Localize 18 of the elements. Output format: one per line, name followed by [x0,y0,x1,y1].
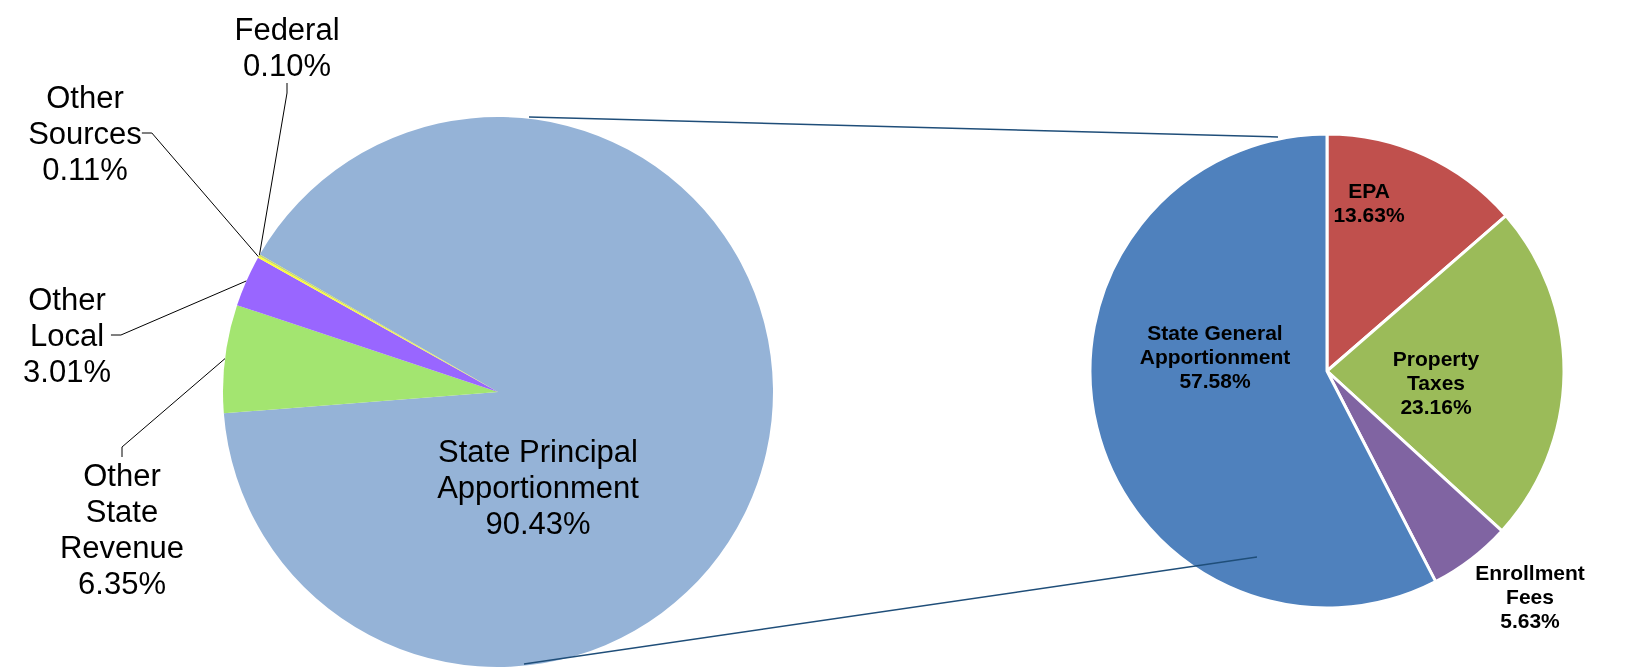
slice-label: Property Taxes [1392,346,1480,394]
slice-label: State Principal Apportionment [437,433,640,505]
data-label: 5.63% [1500,608,1561,632]
data-label: 6.35% [78,565,166,601]
data-label: 13.63% [1333,202,1405,226]
slice-label: Enrollment Fees [1475,560,1585,608]
data-label: 3.01% [23,353,111,389]
slice-label: State General Apportionment [1139,320,1291,368]
data-label: 0.10% [243,47,331,83]
data-label: 0.11% [42,151,128,187]
slice-label: Other Local [28,281,106,353]
slice-label: Other State Revenue [59,457,185,565]
data-label: 90.43% [485,505,591,541]
slice-label: Federal [234,11,340,47]
data-label: 23.16% [1400,394,1472,418]
slice-label: EPA [1348,178,1390,202]
slice-label: Other Sources [28,79,142,151]
data-label: 57.58% [1179,368,1251,392]
